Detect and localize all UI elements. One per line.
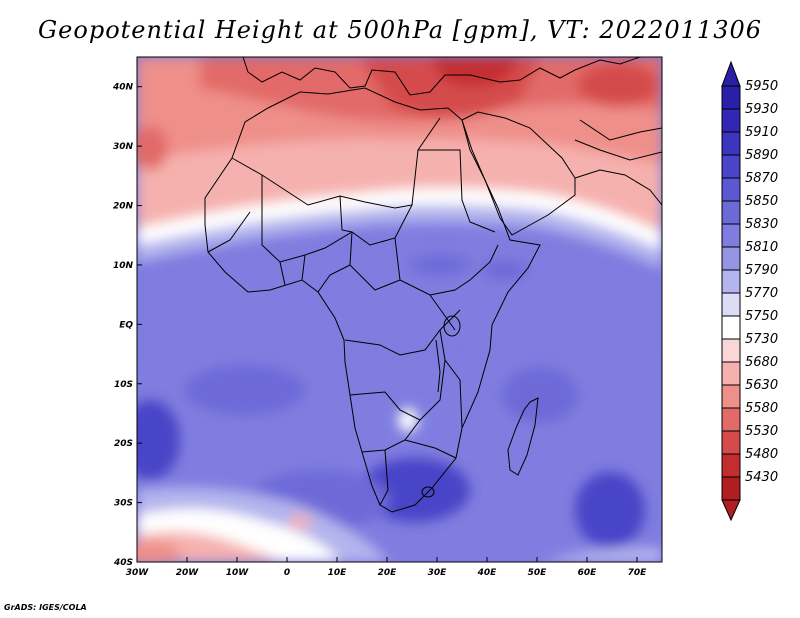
colorbar-top-arrow (721, 60, 741, 87)
latitude-axis: 40N 30N 20N 10N EQ 10S 20S 30S 40S (112, 83, 142, 568)
colorbar-swatch (721, 453, 741, 478)
colorbar-label: 5580 (745, 401, 778, 416)
colorbar-swatch (721, 315, 741, 340)
coastlines (204, 57, 662, 513)
colorbar-swatch (721, 292, 741, 317)
lat-tick-label: 40S (113, 558, 133, 568)
lon-tick-label: 10W (226, 568, 250, 578)
colorbar-label: 5850 (745, 194, 778, 209)
lon-tick-label: 70E (628, 568, 648, 578)
colorbar-swatch (721, 200, 741, 225)
colorbar-swatch (721, 269, 741, 294)
colorbar-label: 5890 (745, 148, 778, 163)
lon-tick-label: 10E (328, 568, 348, 578)
map-frame (136, 56, 663, 563)
colorbar-label: 5730 (745, 332, 778, 347)
colorbar-bottom-arrow (721, 499, 741, 522)
lat-tick-label: EQ (119, 320, 133, 330)
colorbar-swatch (721, 384, 741, 409)
colorbar-swatch (721, 223, 741, 248)
colorbar-swatch (721, 246, 741, 271)
colorbar-label: 5530 (745, 424, 778, 439)
colorbar-label: 5790 (745, 263, 778, 278)
grads-credit: GrADS: IGES/COLA (4, 603, 87, 612)
colorbar-swatch (721, 407, 741, 432)
colorbar-swatch (721, 476, 741, 501)
lat-tick-label: 10S (114, 380, 133, 390)
colorbar-swatch (721, 108, 741, 133)
lat-tick-label: 30S (114, 499, 133, 509)
lon-tick-label: 30E (428, 568, 448, 578)
lon-tick-label: 50E (528, 568, 548, 578)
colorbar-label: 5630 (745, 378, 778, 393)
colorbar-swatch (721, 85, 741, 110)
colorbar-swatch (721, 154, 741, 179)
colorbar-label: 5950 (745, 79, 778, 94)
colorbar-label: 5830 (745, 217, 778, 232)
lon-tick-label: 40E (477, 568, 498, 578)
colorbar: 5950 5930 5910 5890 5870 5850 5830 5810 5790 5770… (721, 60, 778, 522)
colorbar-swatch (721, 177, 741, 202)
lat-tick-label: 10N (113, 261, 134, 271)
lon-tick-label: 60E (578, 568, 598, 578)
longitude-axis: 30W 20W 10W 0 10E 20E 30E 40E 50E 60E 70E (126, 557, 647, 578)
lon-tick-label: 30W (126, 568, 150, 578)
map-title: Geopotential Height at 500hPa [gpm], VT:… (38, 16, 762, 44)
colorbar-label: 5770 (745, 286, 778, 301)
colorbar-swatch (721, 131, 741, 156)
height-field (137, 57, 662, 562)
lat-tick-label: 30N (113, 142, 134, 152)
colorbar-label: 5930 (745, 102, 778, 117)
lat-tick-label: 40N (112, 83, 134, 93)
colorbar-label: 5480 (745, 447, 778, 462)
colorbar-label: 5750 (745, 309, 778, 324)
colorbar-swatch (721, 430, 741, 455)
colorbar-label: 5910 (745, 125, 778, 140)
colorbar-swatch (721, 361, 741, 386)
lat-tick-label: 20S (114, 439, 133, 449)
colorbar-label: 5810 (745, 240, 778, 255)
colorbar-label: 5870 (745, 171, 778, 186)
colorbar-label: 5680 (745, 355, 778, 370)
colorbar-label: 5430 (745, 470, 778, 485)
lon-tick-label: 20W (176, 568, 200, 578)
lon-tick-label: 20E (378, 568, 398, 578)
lon-tick-label: 0 (284, 568, 290, 578)
colorbar-swatch (721, 338, 741, 363)
lat-tick-label: 20N (113, 202, 134, 212)
